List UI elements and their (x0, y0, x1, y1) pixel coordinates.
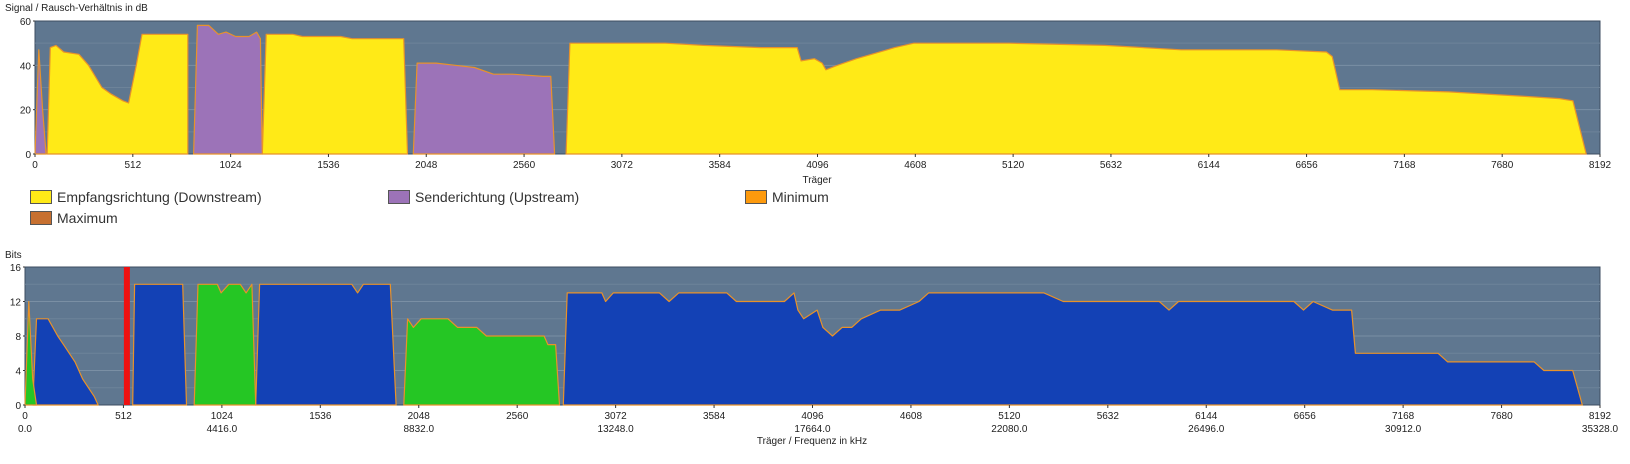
snr-series-0-segment-1 (261, 33, 409, 155)
snr-x-tick-label: 1024 (220, 160, 243, 171)
snr-y-tick-labels: 0 20 40 60 (20, 17, 35, 161)
bits-x-tick-label: 2560 (506, 411, 529, 422)
bits-x-tick-label: 5120 (998, 411, 1021, 422)
bits-y-tick-label: 4 (15, 367, 21, 378)
bits-y-tick-labels: 0 4 8 12 16 (10, 263, 25, 412)
snr-x-tick-label: 8192 (1589, 160, 1612, 171)
bits-chart-ylabel: Bits (5, 250, 22, 261)
snr-y-tick-label: 20 (20, 106, 32, 117)
bits-x-tick-label: 1024 (211, 411, 234, 422)
bits-frequency-tick-label: 0.0 (18, 424, 32, 435)
legend-swatch-minimum (745, 190, 767, 204)
bits-frequency-tick-label: 22080.0 (991, 424, 1028, 435)
snr-x-tick-label: 2048 (415, 160, 438, 171)
bits-series-0-segment-0 (32, 318, 99, 406)
bits-y-tick-label: 12 (10, 298, 22, 309)
snr-series-0-segment-0 (46, 33, 189, 155)
snr-x-tick-label: 5120 (1002, 160, 1025, 171)
bits-frequency-tick-label: 35328.0 (1582, 424, 1619, 435)
legend-label-maximum: Maximum (57, 210, 118, 226)
snr-x-tick-label: 1536 (317, 160, 340, 171)
bits-y-tick-label: 16 (10, 263, 22, 274)
legend-downstream: Empfangsrichtung (Downstream) (30, 189, 262, 205)
bits-x-tick-label: 512 (115, 411, 132, 422)
bits-series-1-segment-1 (193, 283, 257, 406)
snr-y-tick-label: 0 (25, 150, 31, 161)
snr-y-tick-label: 40 (20, 61, 32, 72)
legend-maximum: Maximum (30, 210, 118, 226)
snr-series-1-segment-0 (34, 49, 47, 155)
snr-series-1-segment-2 (412, 62, 556, 155)
bits-x-tick-label: 7168 (1392, 411, 1415, 422)
snr-x-tick-label: 6656 (1295, 160, 1318, 171)
legend-label-upstream: Senderichtung (Upstream) (415, 189, 580, 205)
bits-x-tick-labels: 0 512 1024 1536 2048 2560 3072 3584 4096 4608 5120… (22, 405, 1612, 422)
snr-series-0-segment-2 (565, 42, 1587, 155)
snr-x-tick-label: 4608 (904, 160, 927, 171)
bits-x-tick-label: 4608 (900, 411, 923, 422)
bits-x-tick-label: 6656 (1294, 411, 1317, 422)
bits-frequency-tick-label: 17664.0 (794, 424, 831, 435)
bits-series-1-segment-2 (403, 318, 561, 406)
snr-x-tick-label: 4096 (806, 160, 829, 171)
snr-x-tick-label: 3072 (611, 160, 634, 171)
bits-chart-xlabel: Träger / Frequenz in kHz (757, 436, 867, 447)
legend-swatch-upstream (388, 190, 410, 204)
bits-series-0-segment-1 (132, 283, 188, 406)
bits-x-tick-label: 8192 (1589, 411, 1612, 422)
bits-frequency-tick-label: 8832.0 (403, 424, 434, 435)
legend-minimum: Minimum (745, 189, 829, 205)
legend-label-downstream: Empfangsrichtung (Downstream) (57, 189, 262, 205)
bits-frequency-tick-labels: 0.0 4416.0 8832.0 13248.0 17664.0 22080.0 2649… (18, 424, 1618, 435)
snr-x-tick-label: 512 (124, 160, 141, 171)
bits-chart: Bits 0 4 8 12 16 0 512 1024 1536 2048 2560 3072 358… (5, 250, 1619, 447)
bits-x-tick-label: 4096 (801, 411, 824, 422)
legend-label-minimum: Minimum (772, 189, 829, 205)
bits-marker-line (123, 267, 130, 405)
snr-series-1-segment-1 (193, 24, 263, 155)
snr-x-tick-label: 0 (32, 160, 38, 171)
bits-frequency-tick-label: 4416.0 (207, 424, 238, 435)
bits-frequency-tick-label: 26496.0 (1188, 424, 1225, 435)
bits-frequency-tick-label: 30912.0 (1385, 424, 1422, 435)
bits-x-tick-label: 3072 (605, 411, 628, 422)
legend-upstream: Senderichtung (Upstream) (388, 189, 579, 205)
snr-chart-xlabel: Träger (802, 175, 832, 186)
snr-chart-ylabel: Signal / Rausch-Verhältnis in dB (5, 3, 148, 14)
snr-x-tick-label: 3584 (709, 160, 732, 171)
bits-x-tick-label: 0 (22, 411, 28, 422)
bits-series-0-segment-3 (562, 292, 1583, 406)
bits-x-tick-label: 5632 (1097, 411, 1120, 422)
legend-swatch-maximum (30, 211, 52, 225)
snr-x-tick-label: 2560 (513, 160, 536, 171)
bits-y-tick-label: 8 (15, 332, 21, 343)
snr-x-tick-label: 7680 (1491, 160, 1514, 171)
bits-x-tick-label: 3584 (703, 411, 726, 422)
bits-y-tick-label: 0 (15, 401, 21, 412)
snr-y-tick-label: 60 (20, 17, 32, 28)
bits-series (24, 267, 1583, 406)
bits-x-tick-label: 2048 (408, 411, 431, 422)
bits-series-1-segment-0 (24, 300, 38, 406)
snr-chart: Signal / Rausch-Verhältnis in dB 0 20 40 60… (5, 3, 1612, 186)
bits-x-tick-label: 1536 (309, 411, 332, 422)
bits-x-tick-label: 6144 (1195, 411, 1218, 422)
snr-x-tick-label: 7168 (1393, 160, 1416, 171)
bits-series-0-segment-2 (255, 283, 397, 406)
bits-frequency-tick-label: 13248.0 (598, 424, 635, 435)
bits-x-tick-label: 7680 (1490, 411, 1513, 422)
legend-swatch-downstream (30, 190, 52, 204)
snr-series (34, 24, 1587, 155)
snr-x-tick-labels: 0 512 1024 1536 2048 2560 3072 3584 4096 4608 5120… (32, 154, 1612, 171)
snr-x-tick-label: 6144 (1198, 160, 1221, 171)
snr-x-tick-label: 5632 (1100, 160, 1123, 171)
